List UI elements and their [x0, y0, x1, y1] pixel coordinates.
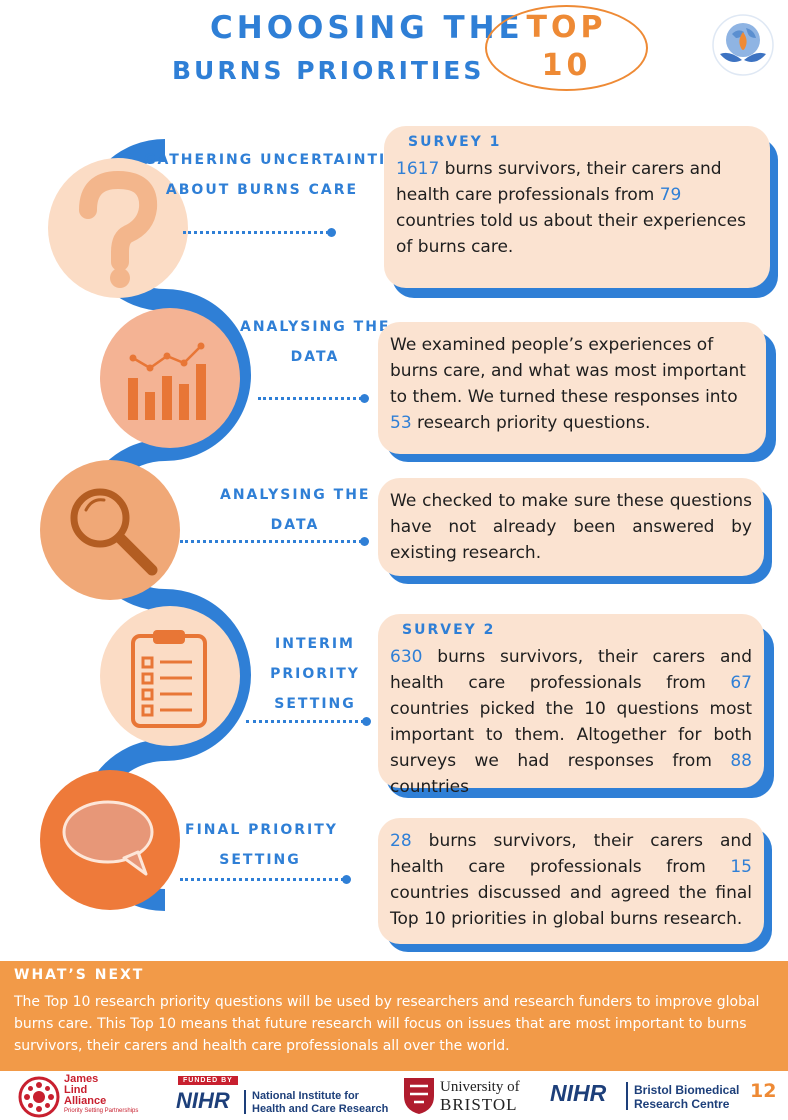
jla-tagline: Priority Setting Partnerships	[64, 1108, 139, 1114]
step-1-label-line-1: GATHERING UNCERTAINTIES	[144, 152, 410, 168]
page-number: 12	[750, 1080, 777, 1102]
step-1-label-line-2: ABOUT BURNS CARE	[165, 182, 359, 198]
nihr-divider	[244, 1090, 246, 1114]
magnifying-glass-icon	[70, 488, 158, 576]
step-5-label-line-2: SETTING	[219, 852, 301, 868]
jla-name-line-3: Alliance	[64, 1095, 107, 1107]
speech-bubble-icon	[62, 800, 154, 876]
bristol-name: University of BRISTOL	[440, 1078, 520, 1114]
step-3-label-line-1: ANALYSING THE	[220, 487, 371, 503]
card-1-text: 1617 burns survivors, their carers and h…	[396, 156, 758, 260]
card-1: SURVEY 1 1617 burns survivors, their car…	[384, 126, 770, 288]
card-4-num-total-countries: 88	[730, 751, 752, 771]
bristol-name-line-1: University of	[440, 1079, 520, 1095]
step-4-label-line-3: SETTING	[274, 696, 356, 712]
step-3-label-line-2: DATA	[270, 517, 320, 533]
clipboard-checklist-icon	[131, 630, 207, 728]
bristol-crest-icon	[404, 1078, 434, 1114]
step-3-circle	[40, 460, 180, 600]
step-2-circle	[100, 308, 240, 448]
connector-5-dot	[342, 875, 351, 884]
jla-name: James Lind Alliance Priority Setting Par…	[64, 1074, 138, 1116]
top-number: 10	[541, 48, 592, 83]
step-5-label-line-1: FINAL PRIORITY	[185, 822, 338, 838]
card-4-text-part: countries picked the 10 questions most i…	[390, 699, 752, 771]
card-1-heading: SURVEY 1	[408, 134, 502, 150]
card-1-num-survivors: 1617	[396, 159, 440, 179]
nihr-abbr: NIHR	[176, 1088, 230, 1113]
brc-divider	[626, 1082, 628, 1110]
card-1-text-part: burns survivors, their carers and health…	[396, 159, 722, 205]
card-4-num-countries: 67	[730, 673, 752, 693]
brc-name-line-2: Research Centre	[634, 1097, 730, 1111]
card-2-num-questions: 53	[390, 413, 412, 433]
connector-4-dot	[362, 717, 371, 726]
card-2-text-part: We examined people’s experiences of burn…	[390, 335, 746, 407]
step-4-label-line-1: INTERIM	[275, 636, 355, 652]
card-4-text: 630 burns survivors, their carers and he…	[390, 644, 752, 800]
whats-next-title: WHAT’S NEXT	[14, 967, 145, 983]
brc-name: Bristol Biomedical Research Centre	[634, 1083, 739, 1111]
jla-name-line-2: Lind	[64, 1084, 88, 1096]
step-2-label: ANALYSING THE DATA	[240, 312, 390, 372]
title-line-2: BURNS PRIORITIES	[172, 56, 485, 85]
card-5: 28 burns survivors, their carers and hea…	[378, 818, 764, 944]
nihr-funded-by-badge: FUNDED BY	[178, 1076, 238, 1085]
card-2: We examined people’s experiences of burn…	[378, 322, 766, 454]
brc-abbr: NIHR	[550, 1080, 607, 1106]
card-2-text: We examined people’s experiences of burn…	[390, 332, 754, 436]
globe-hands-logo-icon	[712, 14, 774, 76]
brc-name-line-1: Bristol Biomedical	[634, 1083, 740, 1097]
card-3: We checked to make sure these questions …	[378, 478, 764, 576]
connector-2-dot	[360, 394, 369, 403]
card-5-num-countries: 15	[730, 857, 752, 877]
card-3-text: We checked to make sure these questions …	[390, 491, 752, 563]
step-5-label: FINAL PRIORITY SETTING	[185, 815, 338, 875]
whats-next-text: The Top 10 research priority questions w…	[14, 994, 760, 1054]
step-5-circle	[40, 770, 180, 910]
card-2-text-part: research priority questions.	[411, 413, 651, 433]
jla-logo-icon	[18, 1076, 60, 1118]
step-3-label: ANALYSING THE DATA	[220, 480, 370, 540]
card-4-heading: SURVEY 2	[402, 622, 496, 638]
bar-chart-icon	[128, 342, 206, 420]
card-1-num-countries: 79	[659, 185, 682, 205]
connector-2	[258, 397, 362, 400]
connector-1	[183, 231, 329, 234]
top-word: TOP	[526, 10, 607, 45]
nihr-name-line-2: Health and Care Research	[252, 1103, 389, 1115]
step-2-label-line-1: ANALYSING THE	[240, 319, 391, 335]
connector-3	[180, 540, 362, 543]
footer-logos: James Lind Alliance Priority Setting Par…	[0, 1072, 788, 1120]
card-5-text-part: countries discussed and agreed the final…	[390, 883, 752, 929]
step-1-label: GATHERING UNCERTAINTIES ABOUT BURNS CARE	[144, 145, 410, 205]
card-1-text-part: countries told us about their experience…	[396, 211, 746, 257]
step-2-label-line-2: DATA	[290, 349, 340, 365]
whats-next-section: WHAT’S NEXT The Top 10 research priority…	[0, 961, 788, 1071]
card-5-text-part: burns survivors, their carers and health…	[390, 831, 752, 877]
card-4-text-part: burns survivors, their carers and health…	[390, 647, 752, 693]
card-4-text-part: countries	[390, 777, 469, 797]
step-4-circle	[100, 606, 240, 746]
connector-1-dot	[327, 228, 336, 237]
card-4: SURVEY 2 630 burns survivors, their care…	[378, 614, 764, 797]
card-5-num-survivors: 28	[390, 831, 412, 851]
card-4-num-survivors: 630	[390, 647, 423, 667]
step-1-circle	[48, 158, 188, 298]
connector-3-dot	[360, 537, 369, 546]
nihr-name: National Institute for Health and Care R…	[252, 1090, 388, 1116]
step-4-label-line-2: PRIORITY	[270, 666, 360, 682]
jla-name-line-1: James	[64, 1073, 99, 1085]
connector-4	[246, 720, 364, 723]
top10-oval	[485, 5, 648, 91]
nihr-name-line-1: National Institute for	[252, 1090, 359, 1102]
title-line-1: CHOOSING THE	[210, 10, 524, 46]
card-5-text: 28 burns survivors, their carers and hea…	[390, 828, 752, 932]
question-mark-icon	[79, 170, 158, 288]
connector-5	[180, 878, 344, 881]
step-4-label: INTERIM PRIORITY SETTING	[262, 629, 368, 719]
bristol-name-line-2: BRISTOL	[440, 1095, 518, 1114]
